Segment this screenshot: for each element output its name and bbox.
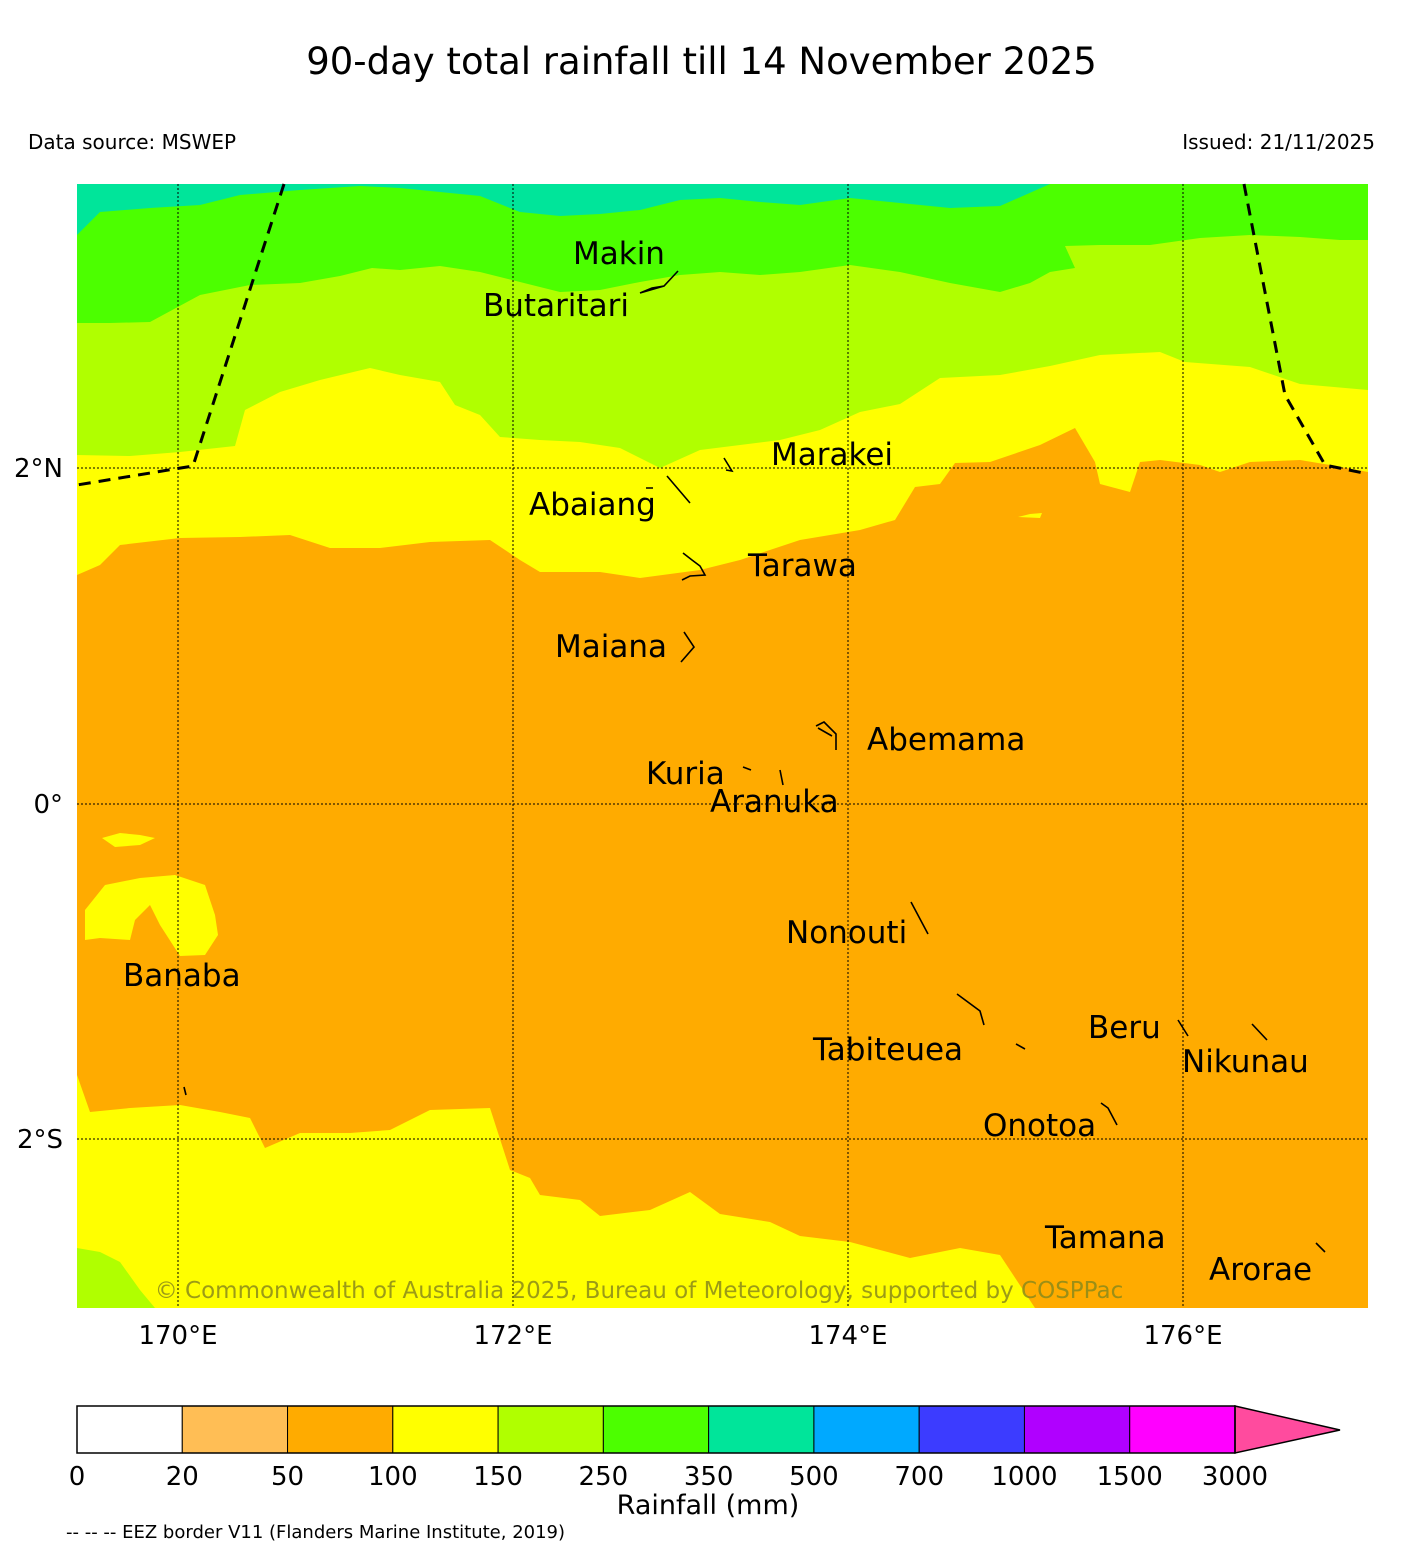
label-onotoa: Onotoa [983,1108,1096,1144]
label-abaiang: Abaiang [529,487,656,523]
copyright-notice: © Commonwealth of Australia 2025, Bureau… [155,1278,1124,1304]
colorbar-tick-label: 500 [789,1462,839,1492]
colorbar-tick-label: 0 [69,1462,86,1492]
colorbar-frame [76,1405,1236,1454]
colorbar-label: Rainfall (mm) [617,1490,800,1521]
colorbar-segment [602,1405,710,1454]
green-patch-southwest [77,1248,155,1308]
label-butaritari: Butaritari [483,288,629,324]
label-abemama: Abemama [867,722,1025,758]
y-tick-0: 0° [33,790,63,820]
island-outlines [183,270,1326,1253]
x-tick-172e: 172°E [473,1321,552,1351]
label-beru: Beru [1088,1010,1161,1046]
colorbar-segment [287,1405,394,1454]
colorbar-tick-label: 50 [271,1462,304,1492]
issued-date-label: Issued: 21/11/2025 [1182,130,1375,154]
colorbar-tick-label: 1500 [1097,1462,1163,1492]
colorbar-tick-labels: 0 20 50 100 150 250 350 500 700 1000 1500 3000 [69,1462,1268,1492]
axis-tick-labels: 170°E 172°E 174°E 176°E 2°N 0° 2°S [14,454,1223,1351]
label-kuria: Kuria [646,756,725,792]
yellow-patch-west [102,833,155,847]
yellow-patch-east [1018,513,1042,518]
data-source-label: Data source: MSWEP [28,130,237,154]
label-nonouti: Nonouti [786,915,907,951]
x-tick-176e: 176°E [1143,1321,1222,1351]
eez-border-note: -- -- -- EEZ border V11 (Flanders Marine… [66,1522,566,1543]
colorbar-segment [1129,1405,1236,1454]
x-tick-170e: 170°E [138,1321,217,1351]
colorbar-segments [76,1405,1236,1454]
colorbar-tick-label: 3000 [1202,1462,1268,1492]
label-aranuka: Aranuka [710,784,839,820]
label-tabiteuea: Tabiteuea [812,1032,963,1068]
colorbar-segment [918,1405,1025,1454]
label-tamana: Tamana [1044,1220,1166,1256]
colorbar-tick-label: 100 [368,1462,418,1492]
colorbar-tick-label: 250 [579,1462,629,1492]
colorbar-segment [497,1405,604,1454]
label-banaba: Banaba [123,958,241,994]
map-title: 90-day total rainfall till 14 November 2… [306,40,1097,83]
eez-border [76,183,1369,487]
label-marakei: Marakei [771,437,893,473]
rainfall-contours [77,184,1368,1308]
colorbar-segment [181,1405,289,1454]
colorbar-segment [708,1405,815,1454]
colorbar-segment [1023,1405,1131,1454]
colorbar-segment [813,1405,920,1454]
x-tick-174e: 174°E [808,1321,887,1351]
colorbar-tick-label: 350 [684,1462,734,1492]
colorbar-tick-label: 150 [473,1462,523,1492]
band-50-100 [77,428,1368,1308]
colorbar-segment [76,1405,183,1454]
colorbar-extend-arrow [1234,1405,1341,1454]
yellow-patch-banaba [85,875,218,956]
colorbar-tick-label: 700 [894,1462,944,1492]
colorbar-segment [392,1405,499,1454]
label-tarawa: Tarawa [747,548,857,584]
y-tick-2n: 2°N [14,454,63,484]
label-makin: Makin [573,236,665,272]
y-tick-2s: 2°S [17,1125,63,1155]
label-maiana: Maiana [555,629,667,665]
label-nikunau: Nikunau [1182,1044,1309,1080]
gridlines [77,184,1368,1308]
colorbar-tick-label: 20 [166,1462,199,1492]
colorbar-tick-label: 1000 [991,1462,1057,1492]
island-labels: Makin Butaritari Marakei Abaiang Tarawa … [123,236,1312,1288]
label-arorae: Arorae [1209,1252,1312,1288]
